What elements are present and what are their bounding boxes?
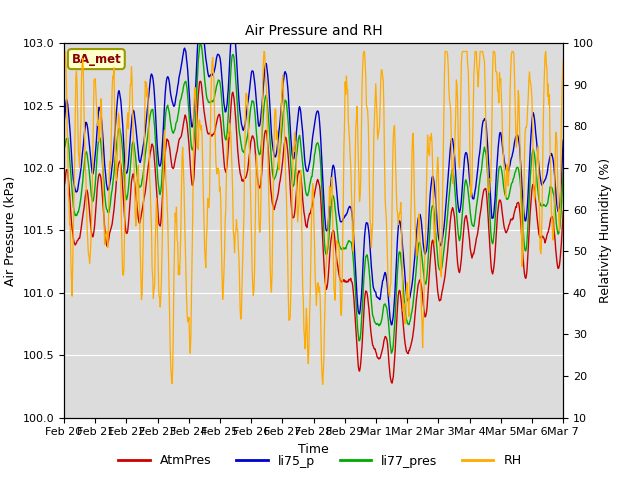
Text: BA_met: BA_met [72,53,121,66]
Y-axis label: Air Pressure (kPa): Air Pressure (kPa) [4,175,17,286]
Y-axis label: Relativity Humidity (%): Relativity Humidity (%) [600,158,612,303]
Title: Air Pressure and RH: Air Pressure and RH [244,24,383,38]
X-axis label: Time: Time [298,443,329,456]
Legend: AtmPres, li75_p, li77_pres, RH: AtmPres, li75_p, li77_pres, RH [112,448,528,474]
